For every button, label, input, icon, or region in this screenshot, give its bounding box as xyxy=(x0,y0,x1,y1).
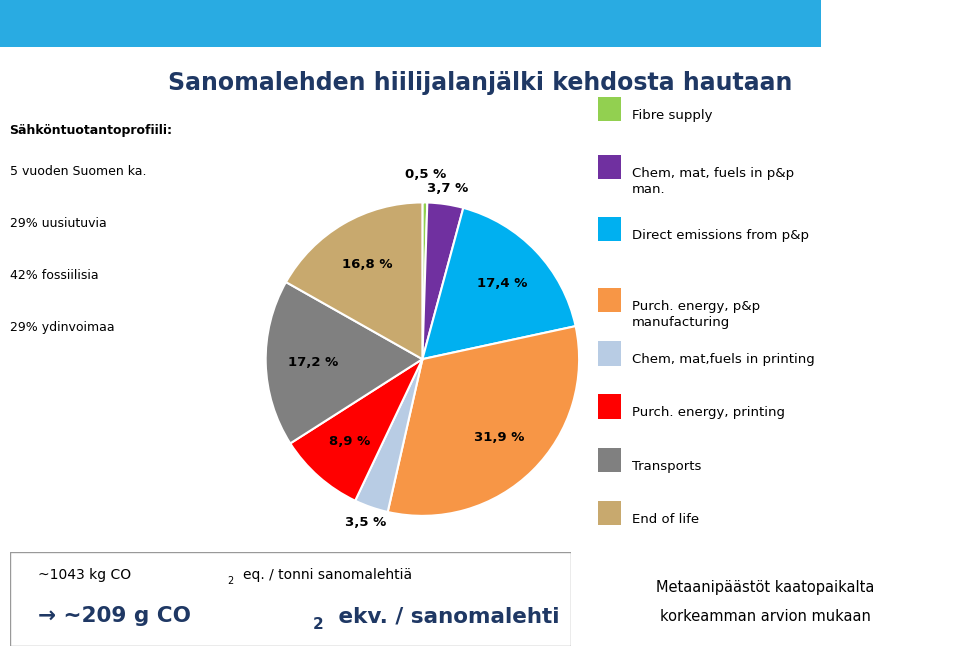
Text: 16,8 %: 16,8 % xyxy=(342,258,393,271)
Wedge shape xyxy=(422,202,427,359)
Text: 3,5 %: 3,5 % xyxy=(346,516,387,528)
Text: ekv. / sanomalehti: ekv. / sanomalehti xyxy=(331,606,560,626)
Text: 8,9 %: 8,9 % xyxy=(329,435,371,448)
Text: Chem, mat,fuels in printing: Chem, mat,fuels in printing xyxy=(632,353,814,366)
Bar xyxy=(597,288,621,312)
Text: Purch. energy, p&p
manufacturing: Purch. energy, p&p manufacturing xyxy=(632,300,760,329)
Text: 31,9 %: 31,9 % xyxy=(474,430,525,443)
Wedge shape xyxy=(290,359,422,501)
Text: Metaanipäästöt kaatopaikalta: Metaanipäästöt kaatopaikalta xyxy=(657,581,875,596)
Text: → ~209 g CO: → ~209 g CO xyxy=(37,606,191,626)
Text: 29% ydinvoimaa: 29% ydinvoimaa xyxy=(10,321,114,334)
Text: 17,4 %: 17,4 % xyxy=(477,277,527,290)
Text: Sähköntuotantoprofiili:: Sähköntuotantoprofiili: xyxy=(10,124,173,137)
Text: 5 vuoden Suomen ka.: 5 vuoden Suomen ka. xyxy=(10,165,146,178)
Text: 3,7 %: 3,7 % xyxy=(427,182,468,195)
Text: Transports: Transports xyxy=(632,460,701,473)
Wedge shape xyxy=(355,359,422,512)
Bar xyxy=(597,341,621,366)
Text: Chem, mat, fuels in p&p
man.: Chem, mat, fuels in p&p man. xyxy=(632,167,794,196)
Text: End of life: End of life xyxy=(632,513,699,526)
Text: 42% fossiilisia: 42% fossiilisia xyxy=(10,269,98,282)
Text: eq. / tonni sanomalehtiä: eq. / tonni sanomalehtiä xyxy=(243,569,412,582)
Text: 2: 2 xyxy=(228,576,233,586)
Text: 17,2 %: 17,2 % xyxy=(288,356,338,368)
Text: 2: 2 xyxy=(313,617,324,632)
Text: Sanomalehden hiilijalanjälki kehdosta hautaan: Sanomalehden hiilijalanjälki kehdosta ha… xyxy=(168,71,792,95)
Bar xyxy=(597,217,621,241)
Bar xyxy=(597,97,621,121)
Text: ~1043 kg CO: ~1043 kg CO xyxy=(37,569,131,582)
Text: korkeamman arvion mukaan: korkeamman arvion mukaan xyxy=(660,609,871,624)
Text: 10: 10 xyxy=(764,17,781,30)
Bar xyxy=(597,155,621,179)
Wedge shape xyxy=(388,326,579,516)
Bar xyxy=(597,501,621,526)
Wedge shape xyxy=(422,208,576,359)
Text: ╱VTT: ╱VTT xyxy=(859,15,917,40)
Text: Fibre supply: Fibre supply xyxy=(632,109,712,122)
Text: 29% uusiutuvia: 29% uusiutuvia xyxy=(10,217,107,230)
Wedge shape xyxy=(266,282,422,443)
Wedge shape xyxy=(422,202,464,359)
Text: Direct emissions from p&p: Direct emissions from p&p xyxy=(632,229,808,242)
Text: 23.8.2010: 23.8.2010 xyxy=(688,18,742,29)
Bar xyxy=(597,394,621,419)
Text: Purch. energy, printing: Purch. energy, printing xyxy=(632,406,784,419)
Text: 0,5 %: 0,5 % xyxy=(405,168,446,181)
Wedge shape xyxy=(286,202,422,359)
Bar xyxy=(597,448,621,472)
